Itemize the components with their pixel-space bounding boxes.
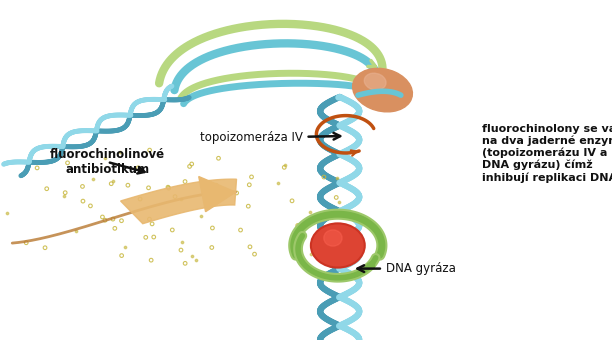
Point [163, 185, 173, 190]
Point [60, 190, 70, 196]
Point [144, 217, 154, 222]
Point [59, 193, 69, 199]
Point [333, 250, 343, 256]
Point [279, 165, 289, 170]
Point [62, 160, 72, 166]
Point [181, 261, 190, 266]
Point [108, 178, 118, 183]
Text: topoizomeráza IV: topoizomeráza IV [200, 131, 340, 144]
Point [280, 163, 290, 168]
Point [88, 177, 98, 182]
Point [100, 155, 110, 161]
Point [71, 228, 81, 234]
Point [250, 251, 259, 257]
Point [177, 239, 187, 244]
Ellipse shape [364, 73, 386, 90]
Point [302, 221, 312, 227]
Point [232, 190, 242, 196]
Point [100, 218, 110, 223]
Point [108, 216, 118, 222]
Point [144, 148, 154, 153]
Point [78, 184, 88, 189]
Point [214, 155, 223, 161]
Point [204, 199, 214, 204]
Point [245, 244, 255, 250]
Point [191, 257, 201, 262]
Point [21, 240, 31, 245]
Point [244, 182, 254, 188]
Point [133, 165, 143, 171]
Point [121, 244, 130, 249]
Point [115, 149, 125, 154]
Point [305, 209, 315, 215]
Point [164, 185, 174, 191]
Point [334, 199, 344, 205]
Point [168, 227, 177, 233]
Point [123, 183, 133, 188]
Point [287, 198, 297, 204]
Polygon shape [199, 176, 236, 212]
Point [273, 181, 283, 186]
Point [207, 225, 217, 231]
Point [187, 161, 196, 167]
Point [110, 226, 120, 231]
Point [176, 247, 186, 253]
Ellipse shape [311, 223, 365, 268]
Point [146, 257, 156, 263]
Point [187, 253, 197, 259]
Point [78, 199, 88, 204]
Point [2, 210, 12, 216]
Point [147, 221, 157, 226]
Point [247, 174, 256, 180]
Point [86, 203, 95, 209]
Point [149, 234, 159, 240]
Point [176, 197, 186, 202]
Point [144, 185, 154, 190]
Text: DNA gyráza: DNA gyráza [357, 262, 455, 275]
Point [332, 175, 342, 181]
Point [319, 174, 329, 180]
Point [331, 195, 341, 200]
Point [293, 223, 302, 228]
Point [141, 235, 151, 240]
Point [117, 253, 127, 258]
Point [106, 181, 116, 186]
Point [236, 227, 245, 233]
Point [32, 165, 42, 171]
Point [42, 186, 51, 191]
Polygon shape [121, 179, 236, 224]
Point [180, 179, 190, 184]
Point [196, 213, 206, 218]
Point [170, 194, 180, 199]
Point [244, 203, 253, 209]
Point [40, 245, 50, 251]
Point [97, 214, 107, 220]
Point [211, 183, 221, 188]
Point [117, 218, 127, 223]
Point [134, 166, 144, 171]
Point [306, 252, 316, 257]
Point [215, 194, 225, 199]
Ellipse shape [353, 68, 412, 112]
Ellipse shape [324, 230, 342, 246]
Point [185, 164, 195, 169]
Point [135, 196, 145, 202]
Text: fluorochinolony se váží
na dva jaderné enzymy
(topoizomerázu IV a
DNA gyrázu) čí: fluorochinolony se váží na dva jaderné e… [482, 123, 612, 183]
Point [207, 245, 217, 250]
Text: fluorochinolinové
antibiotikum: fluorochinolinové antibiotikum [50, 148, 165, 176]
